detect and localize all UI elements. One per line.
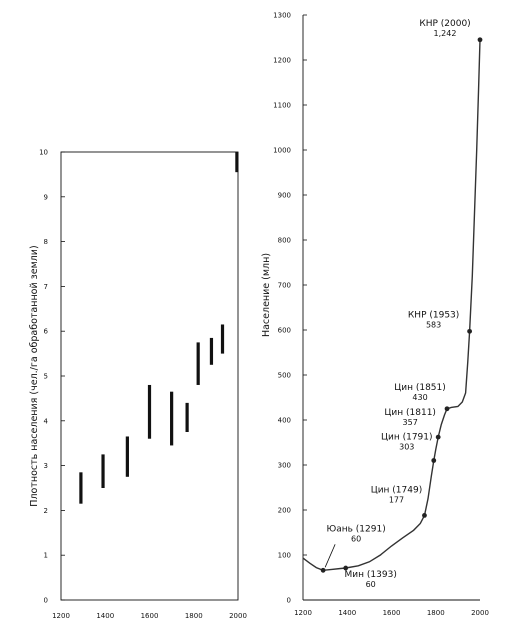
population-point: КНР (2000)1,242 xyxy=(419,19,483,43)
population-point-marker xyxy=(477,37,483,43)
density-range-bar xyxy=(147,384,152,439)
population-y-tick-label: 0 xyxy=(287,597,291,605)
population-point-label: КНР (2000) xyxy=(419,19,470,29)
population-point-marker xyxy=(320,567,326,573)
density-y-tick-label: 4 xyxy=(44,417,49,425)
population-point-value: 1,242 xyxy=(434,29,457,38)
density-y-tick-label: 6 xyxy=(44,328,49,336)
population-curve xyxy=(302,39,481,572)
population-point-label: Цин (1791) xyxy=(381,433,433,443)
population-point: КНР (1953)583 xyxy=(408,310,473,334)
population-point-value: 303 xyxy=(399,443,414,452)
density-range-bar xyxy=(101,454,105,488)
population-point-label: Цин (1749) xyxy=(371,485,423,495)
population-point-label: Цин (1851) xyxy=(394,383,446,393)
population-point: Цин (1811)357 xyxy=(384,408,441,440)
density-y-tick-label: 8 xyxy=(44,238,48,246)
population-point-marker xyxy=(422,513,427,518)
density-range-bar xyxy=(125,436,129,477)
population-point-marker xyxy=(467,328,473,334)
population-y-tick-label: 200 xyxy=(278,507,291,515)
population-point-marker xyxy=(444,406,450,412)
density-y-axis-title: Плотность населения (чел./га обработанно… xyxy=(29,245,40,506)
population-point: Юань (1291)60 xyxy=(320,524,386,573)
population-point-marker xyxy=(343,565,349,571)
density-x-tick-label: 2000 xyxy=(229,612,247,620)
density-y-tick-label: 5 xyxy=(44,373,48,381)
population-x-tick-label: 1800 xyxy=(427,609,445,617)
density-x-tick-label: 1600 xyxy=(141,612,159,620)
density-y-tick-label: 0 xyxy=(44,597,48,605)
population-x-tick-label: 1200 xyxy=(294,609,312,617)
population-x-tick-label: 1400 xyxy=(338,609,356,617)
population-point: Цин (1851)430 xyxy=(394,383,450,412)
population-point: Мин (1393)60 xyxy=(343,565,397,589)
density-plot-frame xyxy=(60,151,239,601)
population-point-value: 357 xyxy=(403,418,418,427)
density-range-bar xyxy=(220,324,225,354)
population-y-tick-label: 900 xyxy=(278,192,291,200)
density-range-bar xyxy=(235,152,239,173)
population-chart: 0 100 200 300 400 500 600 700 800 900 1000 1100 1200… xyxy=(261,12,489,618)
population-point-marker xyxy=(431,458,437,463)
density-range-bar xyxy=(170,391,174,446)
population-y-tick-label: 1100 xyxy=(273,102,291,110)
density-y-tick-label: 3 xyxy=(44,462,48,470)
population-point-marker xyxy=(435,434,441,440)
population-point: Цин (1749)177 xyxy=(371,485,427,518)
population-y-tick-label: 1000 xyxy=(273,147,291,155)
density-y-tick-label: 7 xyxy=(44,283,48,291)
density-y-tick-label: 10 xyxy=(39,149,48,157)
population-point: Цин (1791)303 xyxy=(381,433,437,463)
density-y-tick-label: 2 xyxy=(44,507,48,515)
population-y-axis-title: Население (млн) xyxy=(261,253,272,337)
density-range-bar xyxy=(79,472,83,504)
population-y-tick-label: 1300 xyxy=(273,12,291,20)
population-point-value: 60 xyxy=(366,580,376,589)
population-y-tick-label: 400 xyxy=(278,417,291,425)
population-point-label: Мин (1393) xyxy=(345,570,397,580)
density-range-bar xyxy=(185,402,189,432)
population-point-label: Цин (1811) xyxy=(384,408,436,418)
density-y-tick-label: 1 xyxy=(44,552,48,560)
population-y-tick-label: 800 xyxy=(278,237,291,245)
density-range-bar xyxy=(209,337,214,365)
density-x-tick-label: 1200 xyxy=(52,612,70,620)
population-x-tick-label: 2000 xyxy=(471,609,489,617)
density-y-tick-label: 9 xyxy=(44,193,48,201)
population-point-value: 430 xyxy=(412,393,427,402)
population-point-value: 583 xyxy=(426,320,441,329)
density-chart: 0 1 2 3 4 5 6 7 8 9 10 1200 1400 1600 1800 2000 Плотно… xyxy=(29,149,247,621)
population-point-value: 60 xyxy=(351,534,361,543)
density-x-tick-label: 1400 xyxy=(96,612,114,620)
density-x-tick-label: 1800 xyxy=(185,612,203,620)
population-y-tick-label: 600 xyxy=(278,327,291,335)
population-point-leader xyxy=(324,544,336,568)
population-point-value: 177 xyxy=(389,495,404,504)
density-range-bar xyxy=(196,342,200,385)
population-y-tick-label: 1200 xyxy=(273,57,291,65)
population-y-tick-label: 100 xyxy=(278,552,291,560)
population-y-tick-label: 300 xyxy=(278,462,291,470)
population-point-label: КНР (1953) xyxy=(408,310,459,320)
population-x-tick-label: 1600 xyxy=(383,609,401,617)
population-y-tick-label: 500 xyxy=(278,372,291,380)
population-y-tick-label: 700 xyxy=(278,282,291,290)
population-point-label: Юань (1291) xyxy=(327,524,386,534)
